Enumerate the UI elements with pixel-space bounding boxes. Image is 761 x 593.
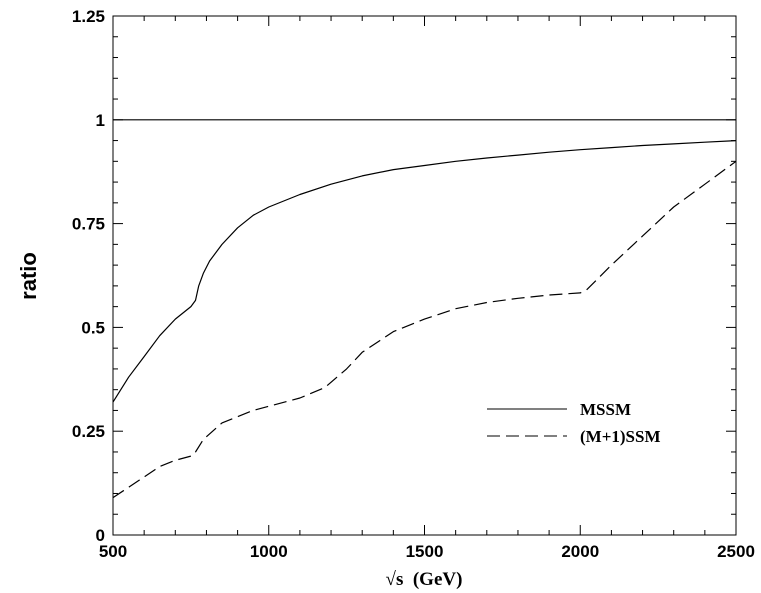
- tick-labels: 500 1000 1500 2000 2500 0 0.25 0.5 0.75 1 1.25: [72, 7, 755, 561]
- y-tick-label: 1: [96, 111, 105, 130]
- series-layer: [112, 119, 737, 499]
- legend-label-m1ssm: (M+1)SSM: [580, 427, 661, 446]
- x-tick-label: 1500: [406, 542, 444, 561]
- y-tick-label: 0.25: [72, 422, 105, 441]
- x-tick-label: 500: [99, 542, 127, 561]
- axis-ticks: [112, 15, 737, 536]
- legend: MSSM (M+1)SSM: [487, 400, 661, 446]
- legend-label-mssm: MSSM: [580, 400, 631, 419]
- y-tick-label: 0.75: [72, 215, 105, 234]
- x-axis-title: √s (GeV): [386, 569, 463, 590]
- series-line-m1ssm: [112, 160, 737, 499]
- series-line-mssm: [112, 140, 737, 403]
- plot-frame: [112, 15, 737, 536]
- x-tick-label: 2500: [717, 542, 755, 561]
- x-tick-label: 1000: [250, 542, 288, 561]
- x-tick-label: 2000: [561, 542, 599, 561]
- y-tick-label: 0.5: [81, 318, 105, 337]
- y-tick-label: 1.25: [72, 7, 105, 26]
- y-axis-title: ratio: [16, 252, 41, 300]
- y-tick-label: 0: [96, 526, 105, 545]
